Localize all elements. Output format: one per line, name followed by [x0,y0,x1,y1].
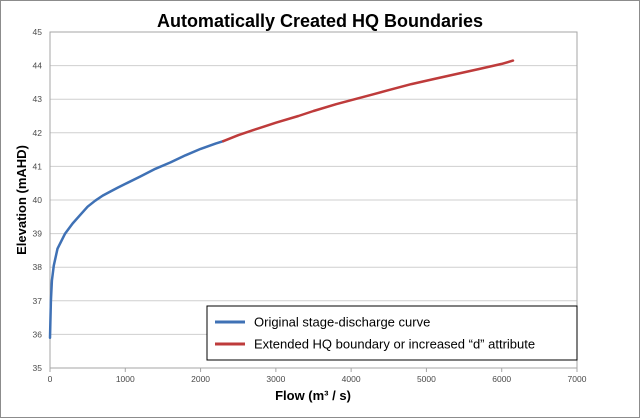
y-tick-label: 38 [33,262,43,272]
gridlines [50,65,577,335]
x-axis-title: Flow (m³ / s) [275,388,351,403]
y-tick-label: 37 [33,296,43,306]
legend-box [206,305,578,361]
y-tick-label: 44 [33,61,43,71]
legend-label-original: Original stage-discharge curve [254,315,430,330]
series-line-extended [221,59,515,143]
y-tick-label: 42 [33,128,43,138]
chart-title: Automatically Created HQ Boundaries [157,11,483,31]
y-axis-title: Elevation (mAHD) [14,145,29,255]
x-tick-label: 0 [48,374,53,384]
legend-label-extended: Extended HQ boundary or increased “d” at… [254,337,535,352]
y-tick-labels: 35 36 37 38 39 40 41 42 43 44 45 [33,27,43,373]
x-tick-label: 1000 [116,374,135,384]
y-tick-label: 35 [33,363,43,373]
x-tick-label: 6000 [492,374,511,384]
y-tick-label: 36 [33,329,43,339]
plot-area [49,31,578,369]
series-lines [48,59,515,340]
y-tick-label: 43 [33,94,43,104]
series-line-original [48,139,225,340]
x-tick-label: 5000 [417,374,436,384]
x-tick-label: 3000 [266,374,285,384]
y-tick-label: 41 [33,161,43,171]
x-tick-label: 2000 [191,374,210,384]
y-tick-label: 39 [33,229,43,239]
y-tick-label: 40 [33,195,43,205]
x-tick-labels: 0 1000 2000 3000 4000 5000 6000 7000 [48,368,587,384]
legend: Original stage-discharge curve Extended … [206,305,578,361]
x-tick-label: 7000 [568,374,587,384]
y-tick-label: 45 [33,27,43,37]
x-tick-label: 4000 [342,374,361,384]
